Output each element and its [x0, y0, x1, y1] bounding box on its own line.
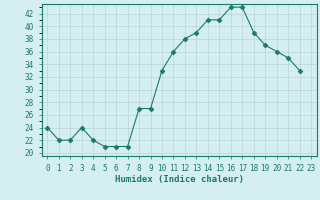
X-axis label: Humidex (Indice chaleur): Humidex (Indice chaleur) [115, 175, 244, 184]
